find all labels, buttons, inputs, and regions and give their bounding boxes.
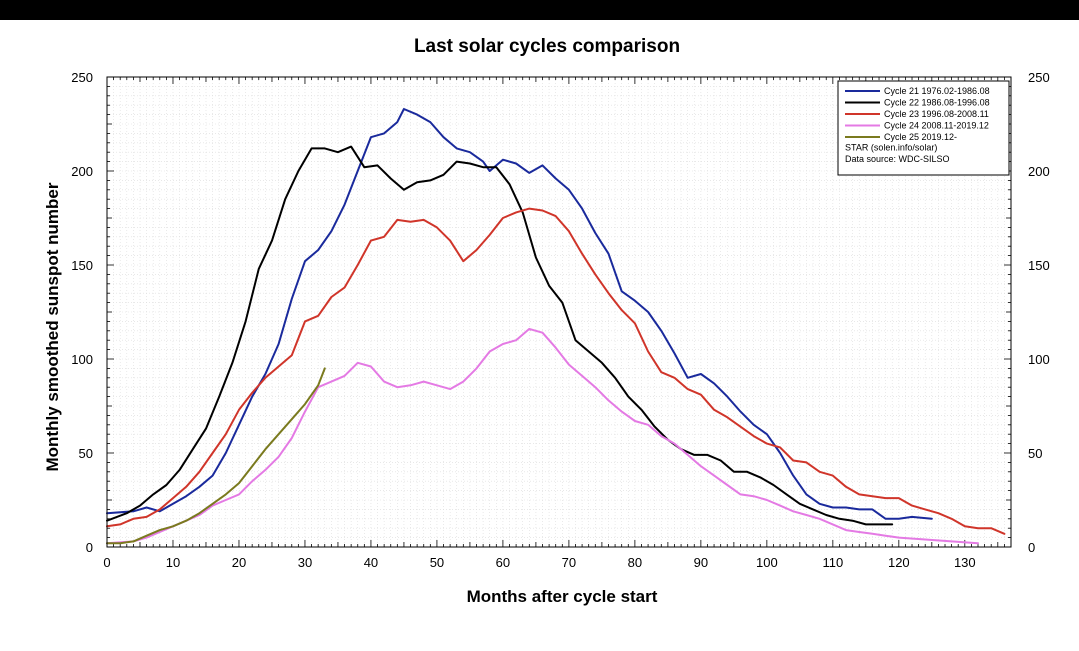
legend-box (837, 80, 1010, 176)
x-tick-label: 70 (562, 555, 576, 570)
x-tick-label: 20 (232, 555, 246, 570)
chart-page: Last solar cycles comparison Months afte… (0, 20, 1079, 651)
x-tick-label: 100 (756, 555, 778, 570)
legend-label-cycle-23: Cycle 23 1996.08-2008.11 (884, 109, 989, 119)
y-tick-label-right: 100 (1028, 352, 1050, 367)
y-axis-label: Monthly smoothed sunspot number (43, 182, 62, 471)
series-line-cycle-24 (106, 327, 979, 545)
x-tick-label: 110 (822, 555, 843, 570)
legend-label-cycle-25: Cycle 25 2019.12- (884, 132, 957, 142)
series-line-cycle-25 (106, 367, 326, 545)
y-tick-label-right: 0 (1028, 540, 1035, 555)
y-tick-label-right: 150 (1028, 258, 1050, 273)
y-tick-label-right: 200 (1028, 164, 1050, 179)
series-line-cycle-21 (106, 108, 933, 520)
x-tick-label: 120 (888, 555, 910, 570)
legend-label-cycle-22: Cycle 22 1986.08-1996.08 (884, 98, 990, 108)
x-tick-label: 10 (166, 555, 180, 570)
solar-cycles-chart: Last solar cycles comparison Months afte… (43, 36, 1050, 606)
x-tick-label: 90 (694, 555, 708, 570)
legend-label-cycle-24: Cycle 24 2008.11-2019.12 (884, 121, 989, 131)
legend: Cycle 21 1976.02-1986.08 Cycle 22 1986.08… (837, 80, 1010, 176)
plot-frame (106, 76, 1012, 548)
legend-note: STAR (solen.info/solar) (845, 143, 937, 153)
x-axis-label: Months after cycle start (467, 587, 658, 606)
series-line-cycle-22 (106, 145, 894, 526)
y-tick-label-left: 150 (71, 258, 93, 273)
legend-label-cycle-21: Cycle 21 1976.02-1986.08 (884, 86, 990, 96)
chart-title: Last solar cycles comparison (414, 36, 680, 57)
y-tick-label-left: 0 (86, 540, 93, 555)
x-tick-label: 130 (954, 555, 976, 570)
x-tick-label: 0 (103, 555, 110, 570)
y-tick-label-left: 100 (71, 352, 93, 367)
series-lines (106, 108, 1006, 545)
legend-note: Data source: WDC-SILSO (845, 154, 950, 164)
x-tick-label: 30 (298, 555, 312, 570)
y-tick-label-right: 50 (1028, 446, 1042, 461)
x-tick-label: 40 (364, 555, 378, 570)
x-tick-label: 80 (628, 555, 642, 570)
series-line-cycle-23 (106, 207, 1006, 535)
x-tick-label: 50 (430, 555, 444, 570)
y-tick-label-left: 50 (79, 446, 93, 461)
y-tick-label-left: 200 (71, 164, 93, 179)
y-tick-label-left: 250 (71, 70, 93, 85)
x-tick-label: 60 (496, 555, 510, 570)
y-tick-label-right: 250 (1028, 70, 1050, 85)
